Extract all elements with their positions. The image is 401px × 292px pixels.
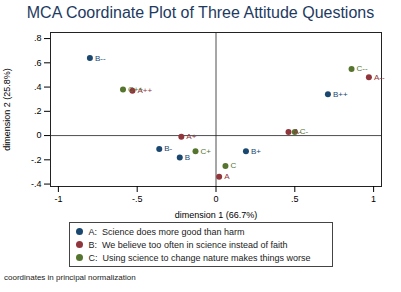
svg-text:-.2: -.2	[31, 155, 42, 165]
html-text:A: Science does more good than: A: Science does more good than harm	[88, 226, 245, 237]
svg-text:.5: .5	[291, 194, 299, 204]
html-text:C: Using science to change nat: C: Using science to change nature makes …	[88, 252, 311, 263]
svg-text:dimension 2 (25.8%): dimension 2 (25.8%)	[2, 68, 12, 151]
svg-text:C+: C+	[201, 147, 212, 156]
svg-text:B: B	[185, 153, 190, 162]
svg-text:.6: .6	[34, 58, 42, 68]
svg-text:A--: A--	[374, 73, 385, 82]
svg-text:B--: B--	[95, 54, 106, 63]
svg-text:C--: C--	[357, 64, 368, 73]
svg-text:-1: -1	[54, 194, 62, 204]
svg-text:A++: A++	[137, 86, 153, 96]
svg-text:C++: C++	[128, 85, 143, 94]
html-text:B: We believe too often in sci: B: We believe too often in science inste…	[88, 239, 288, 250]
svg-text:A: A	[224, 172, 230, 181]
svg-text:B-: B-	[164, 144, 172, 153]
svg-text:1: 1	[371, 194, 376, 204]
svg-text:.4: .4	[34, 82, 42, 92]
svg-text:-.4: -.4	[31, 179, 42, 189]
svg-text:-.5: -.5	[132, 194, 143, 204]
svg-text:C: C	[230, 161, 236, 170]
html-text:coordinates in principal norma: coordinates in principal normalization	[4, 273, 136, 282]
svg-text:B++: B++	[333, 90, 348, 99]
svg-text:dimension 1 (66.7%): dimension 1 (66.7%)	[175, 210, 258, 220]
svg-text:0: 0	[36, 130, 41, 140]
svg-text:0: 0	[213, 194, 218, 204]
svg-text:.8: .8	[34, 33, 42, 43]
svg-text:A-: A-	[293, 127, 302, 137]
svg-text:.2: .2	[34, 106, 42, 116]
svg-text:C-: C-	[300, 127, 309, 136]
svg-text:A+: A+	[186, 132, 196, 141]
html-text:MCA Coordinate Plot of Three A: MCA Coordinate Plot of Three Attitude Qu…	[26, 4, 375, 21]
svg-text:B+: B+	[251, 147, 261, 156]
